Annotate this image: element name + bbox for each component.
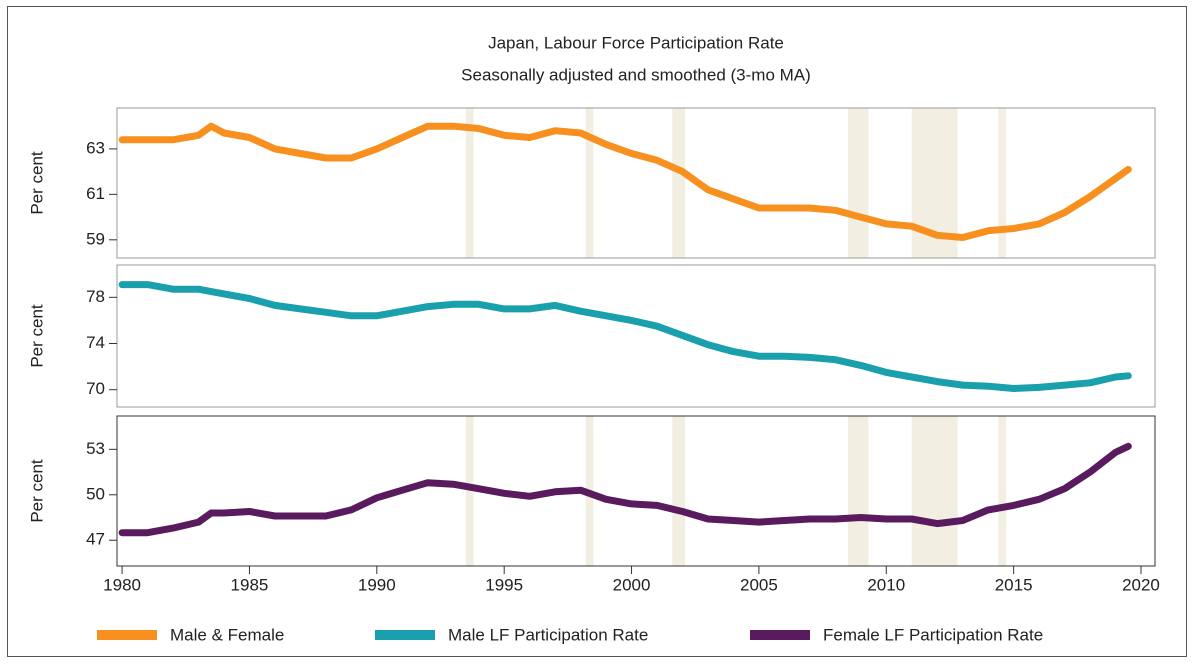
shaded-period [465, 108, 474, 258]
frame [7, 6, 1187, 657]
legend-swatch [750, 630, 810, 640]
plot-area [116, 264, 1156, 408]
legend-label: Male LF Participation Rate [448, 625, 648, 644]
shaded-period [848, 108, 869, 258]
y-axis-label: Per cent [27, 151, 46, 215]
shaded-period [672, 416, 686, 566]
shaded-period [672, 108, 686, 258]
legend-swatch [97, 630, 157, 640]
x-tick-label: 2010 [867, 575, 905, 594]
x-tick-label: 2015 [995, 575, 1033, 594]
x-tick-label: 1990 [358, 575, 396, 594]
shaded-period [998, 416, 1006, 566]
chart-title: Japan, Labour Force Participation Rate [488, 33, 784, 52]
y-tick-label: 61 [86, 184, 105, 203]
x-tick-label: 2020 [1122, 575, 1160, 594]
y-axis-label: Per cent [27, 459, 46, 523]
shaded-period [585, 108, 594, 258]
plot-area [116, 107, 1156, 259]
y-tick-label: 70 [86, 379, 105, 398]
shaded-period [998, 108, 1006, 258]
series-line [118, 281, 1132, 392]
y-tick-label: 47 [86, 530, 105, 549]
legend-label: Male & Female [170, 625, 284, 644]
series-line [118, 442, 1132, 537]
chart-subtitle: Seasonally adjusted and smoothed (3-mo M… [461, 65, 811, 84]
x-tick-label: 2000 [613, 575, 651, 594]
shaded-period [465, 416, 474, 566]
y-tick-label: 50 [86, 484, 105, 503]
legend-swatch [375, 630, 435, 640]
series-line [118, 122, 1132, 241]
legend-label: Female LF Participation Rate [823, 625, 1043, 644]
y-tick-label: 59 [86, 229, 105, 248]
x-tick-label: 1980 [103, 575, 141, 594]
y-tick-label: 53 [86, 439, 105, 458]
x-tick-label: 2005 [740, 575, 778, 594]
shaded-period [911, 416, 958, 566]
y-tick-label: 78 [86, 287, 105, 306]
shaded-period [848, 416, 869, 566]
x-tick-label: 1985 [231, 575, 269, 594]
y-tick-label: 63 [86, 138, 105, 157]
y-axis-label: Per cent [27, 304, 46, 368]
x-tick-label: 1995 [485, 575, 523, 594]
y-tick-label: 74 [86, 333, 105, 352]
plot-area [116, 415, 1156, 567]
